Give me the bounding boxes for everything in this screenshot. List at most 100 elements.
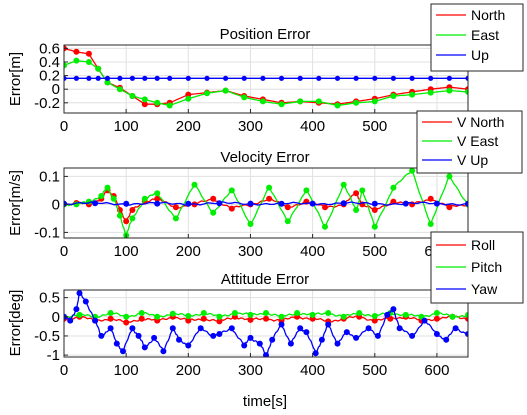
data-point — [297, 75, 303, 81]
legend-label: V Up — [457, 152, 488, 168]
data-point — [116, 212, 123, 219]
data-point — [228, 205, 235, 212]
data-point — [64, 75, 67, 81]
data-point — [129, 75, 135, 81]
data-point — [247, 334, 254, 341]
data-point — [353, 75, 359, 81]
data-point — [402, 200, 409, 207]
data-point — [110, 195, 117, 202]
data-point — [104, 75, 111, 81]
x-tick-label: 300 — [238, 362, 263, 379]
x-tick-label: 400 — [300, 243, 325, 260]
data-point — [241, 75, 247, 81]
time-xlabel: time[s] — [243, 393, 287, 410]
data-point — [129, 93, 136, 99]
data-point — [402, 311, 409, 318]
data-point — [169, 325, 176, 332]
y-tick-label: 0.1 — [39, 168, 60, 185]
data-point — [176, 336, 182, 343]
x-tick-label: 600 — [424, 362, 449, 379]
data-point — [73, 48, 80, 55]
data-point — [371, 98, 378, 105]
series-group — [64, 45, 468, 109]
data-point — [318, 336, 325, 343]
data-point — [359, 187, 366, 194]
data-point — [64, 200, 67, 207]
data-point — [384, 311, 391, 318]
data-point — [204, 75, 210, 81]
data-point — [297, 325, 304, 332]
series-line-v-up — [64, 201, 468, 206]
data-point — [428, 75, 434, 81]
data-point — [185, 313, 192, 319]
data-point — [172, 204, 179, 211]
data-point — [154, 200, 161, 207]
data-point — [278, 75, 285, 81]
data-point — [409, 332, 416, 339]
data-point — [67, 317, 74, 324]
legend: V North V East V Up — [416, 110, 523, 174]
data-point — [113, 340, 120, 347]
legend-label: Up — [471, 47, 489, 63]
data-point — [64, 62, 67, 69]
data-point — [334, 75, 341, 81]
data-point — [433, 310, 440, 316]
data-point — [73, 75, 79, 81]
data-point — [141, 101, 148, 108]
y-tick-label: 0 — [52, 196, 60, 213]
data-point — [98, 332, 105, 339]
y-tick-label: 0.6 — [39, 40, 60, 57]
plot-area — [64, 290, 468, 357]
data-point — [154, 190, 161, 197]
data-point — [185, 317, 192, 324]
data-point — [216, 331, 223, 337]
data-point — [185, 91, 192, 98]
x-tick-label: 0 — [60, 118, 68, 135]
data-point — [123, 200, 130, 207]
x-tick-label: 0 — [60, 362, 68, 379]
data-point — [371, 223, 378, 230]
data-point — [433, 315, 440, 322]
data-point — [353, 99, 360, 106]
position-error-panel: Position Error Error[m] 0 100 200 300 400 500… — [7, 26, 469, 135]
y-tick-label: 0.4 — [39, 54, 60, 71]
data-point — [446, 204, 453, 211]
data-point — [269, 336, 276, 343]
x-tick-label: 500 — [362, 243, 387, 260]
data-point — [303, 187, 310, 194]
data-point — [73, 306, 80, 313]
data-point — [465, 311, 468, 318]
data-point — [92, 317, 99, 324]
x-tick-label: 500 — [362, 362, 387, 379]
data-point — [315, 98, 322, 105]
data-point — [172, 215, 179, 222]
data-point — [222, 87, 229, 94]
data-point — [231, 310, 238, 316]
data-point — [343, 329, 350, 336]
data-point — [107, 315, 114, 322]
data-point — [256, 340, 263, 347]
x-tick-label: 100 — [114, 243, 139, 260]
data-point — [228, 187, 235, 194]
data-point — [154, 75, 160, 81]
data-point — [465, 88, 468, 95]
data-point — [200, 310, 207, 316]
x-tick-label: 300 — [238, 118, 263, 135]
data-point — [154, 313, 161, 320]
data-point — [374, 332, 381, 339]
position-error-plot: 0 100 200 300 400 500-0.200.20.40.6 — [34, 40, 469, 135]
legend: North East Up — [430, 3, 524, 72]
data-point — [141, 195, 148, 202]
data-point — [260, 75, 266, 81]
data-point — [185, 200, 192, 207]
data-point — [107, 310, 114, 316]
data-point — [104, 79, 111, 86]
data-point — [95, 65, 102, 72]
x-tick-label: 200 — [176, 118, 201, 135]
position-error-ylabel: Error[m] — [7, 52, 24, 106]
x-tick-label: 300 — [238, 243, 263, 260]
data-point — [210, 332, 217, 339]
x-tick-label: 100 — [114, 118, 139, 135]
velocity-error-panel: Velocity Error Error[m/s] 0 100 200 300 400 5… — [7, 149, 469, 260]
y-tick-label: -0.5 — [34, 328, 60, 345]
